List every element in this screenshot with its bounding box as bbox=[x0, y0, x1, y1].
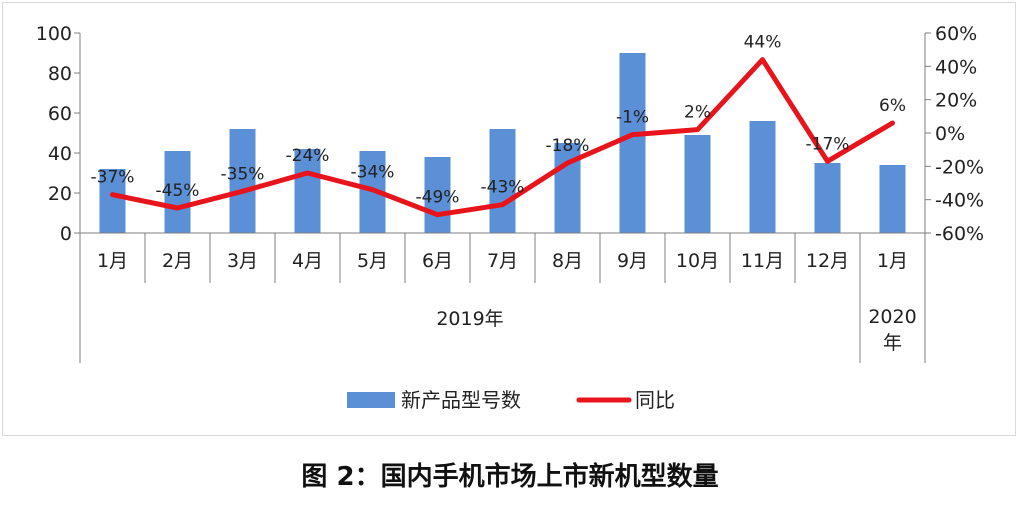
category-label: 9月 bbox=[617, 250, 648, 272]
category-label: 8月 bbox=[552, 250, 583, 272]
bar bbox=[619, 53, 646, 233]
yoy-line bbox=[110, 57, 895, 218]
bar bbox=[294, 149, 321, 233]
group-label-line: 2020 bbox=[868, 306, 916, 328]
left-tick-label: 0 bbox=[60, 223, 72, 245]
category-label: 1月 bbox=[877, 250, 908, 272]
yoy-data-label: -45% bbox=[156, 181, 200, 201]
category-label: 2月 bbox=[162, 250, 193, 272]
chart-frame: 0 20 40 60 80 100 -60% -40% -20% 0% 20% 40% 60% 1月 2月 3… bbox=[2, 2, 1016, 436]
yoy-data-label: -35% bbox=[221, 164, 265, 184]
category-label: 10月 bbox=[676, 250, 719, 272]
left-tick-label: 60 bbox=[48, 103, 72, 125]
bar bbox=[424, 157, 451, 233]
yoy-data-label: -49% bbox=[416, 188, 460, 208]
combo-chart: 0 20 40 60 80 100 -60% -40% -20% 0% 20% 40% 60% 1月 2月 3… bbox=[36, 23, 984, 412]
category-label: 7月 bbox=[487, 250, 518, 272]
group-label: 2019年 bbox=[436, 308, 503, 330]
right-tick-label: 0% bbox=[935, 123, 965, 145]
bar bbox=[749, 121, 776, 233]
yoy-data-label: 6% bbox=[879, 96, 906, 116]
legend-line-label: 同比 bbox=[635, 388, 675, 412]
legend: 新产品型号数 同比 bbox=[347, 388, 675, 412]
category-label: 4月 bbox=[292, 250, 323, 272]
yoy-data-label: 2% bbox=[684, 103, 711, 123]
category-label: 6月 bbox=[422, 250, 453, 272]
bar bbox=[164, 151, 191, 233]
left-tick-label: 40 bbox=[48, 143, 72, 165]
right-tick-label: 60% bbox=[935, 23, 977, 45]
bar bbox=[684, 135, 711, 233]
yoy-data-label: 44% bbox=[744, 33, 782, 53]
right-tick-label: -60% bbox=[935, 223, 984, 245]
yoy-data-label: -37% bbox=[91, 168, 135, 188]
group-label-line: 年 bbox=[883, 332, 902, 354]
yoy-data-label: -34% bbox=[351, 163, 395, 183]
category-label: 12月 bbox=[806, 250, 849, 272]
right-tick-label: -40% bbox=[935, 190, 984, 212]
figure-caption: 图 2：国内手机市场上市新机型数量 bbox=[301, 462, 719, 492]
bar bbox=[99, 169, 126, 233]
yoy-data-label: -18% bbox=[546, 136, 590, 156]
yoy-data-label: -43% bbox=[481, 178, 525, 198]
category-label: 5月 bbox=[357, 250, 388, 272]
category-label: 3月 bbox=[227, 250, 258, 272]
bar bbox=[489, 129, 516, 233]
left-tick-label: 100 bbox=[36, 23, 72, 45]
yoy-data-label: -17% bbox=[806, 134, 850, 154]
bar bbox=[814, 163, 841, 233]
yoy-data-label: -24% bbox=[286, 146, 330, 166]
category-label: 1月 bbox=[97, 250, 128, 272]
bar bbox=[879, 165, 906, 233]
bar bbox=[229, 129, 256, 233]
right-tick-label: -20% bbox=[935, 156, 984, 178]
left-tick-label: 80 bbox=[48, 63, 72, 85]
yoy-data-label: -1% bbox=[616, 108, 649, 128]
right-tick-label: 20% bbox=[935, 90, 977, 112]
left-tick-label: 20 bbox=[48, 183, 72, 205]
category-label: 11月 bbox=[741, 250, 784, 272]
right-tick-label: 40% bbox=[935, 56, 977, 78]
legend-bar-swatch bbox=[347, 392, 395, 408]
legend-bar-label: 新产品型号数 bbox=[401, 388, 521, 412]
